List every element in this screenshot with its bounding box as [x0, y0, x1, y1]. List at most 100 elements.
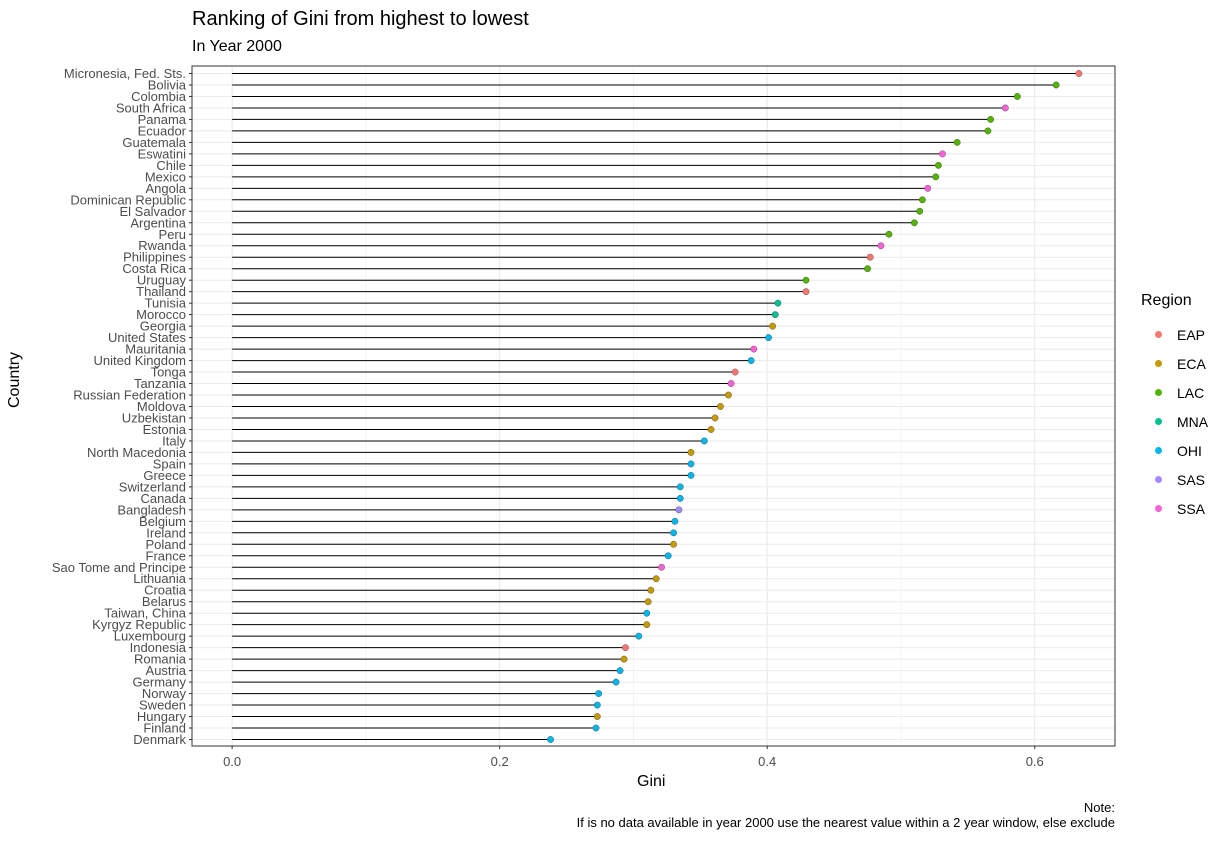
legend-key: [1155, 476, 1162, 483]
point: [924, 184, 932, 192]
point: [658, 563, 665, 571]
point: [747, 357, 755, 364]
point: [1013, 93, 1021, 100]
legend-item: LAC: [1141, 378, 1208, 407]
y-tick-label: Micronesia, Fed. Sts.: [64, 66, 186, 81]
point: [935, 161, 942, 169]
y-tick-label: Bolivia: [148, 77, 187, 92]
y-tick-label: Moldova: [137, 399, 187, 414]
point: [593, 713, 601, 720]
y-tick-label: Philippines: [123, 250, 186, 265]
point: [802, 288, 810, 296]
y-tick-label: Germany: [133, 675, 187, 690]
point: [612, 678, 620, 686]
y-tick-label: Thailand: [136, 284, 186, 299]
legend-item: OHI: [1141, 436, 1208, 465]
y-tick-label: North Macedonia: [87, 445, 187, 460]
point: [622, 644, 629, 652]
y-tick-label: Argentina: [130, 215, 186, 230]
point: [727, 380, 735, 387]
point: [676, 483, 684, 491]
chart-title: Ranking of Gini from highest to lowest: [192, 8, 529, 30]
point: [771, 311, 779, 319]
y-tick-label: Hungary: [137, 709, 187, 724]
point: [711, 414, 719, 422]
y-tick-label: Canada: [140, 491, 186, 506]
y-tick-label: Dominican Republic: [70, 192, 186, 207]
y-tick-label: Bangladesh: [117, 502, 186, 517]
point: [670, 529, 677, 537]
point: [687, 449, 695, 456]
point: [547, 736, 554, 743]
point: [592, 724, 600, 732]
legend: Region EAP ECA LAC MNA OHI SAS SSA: [1141, 292, 1208, 523]
y-tick-label: Denmark: [133, 732, 186, 747]
y-tick-label: Colombia: [131, 89, 187, 104]
point: [687, 471, 695, 479]
y-tick-label: Rwanda: [138, 238, 186, 253]
x-axis-label: Gini: [637, 773, 666, 790]
point: [716, 403, 724, 410]
y-tick-label: Switzerland: [119, 479, 186, 494]
legend-key: [1155, 447, 1162, 454]
chart-subtitle: In Year 2000: [192, 38, 282, 55]
legend-label: ECA: [1177, 355, 1206, 372]
note-text: If is no data available in year 2000 use…: [576, 815, 1115, 830]
point: [765, 334, 772, 342]
y-tick-label: El Salvador: [120, 204, 187, 219]
y-tick-label: Greece: [143, 468, 186, 483]
point: [885, 230, 893, 238]
y-tick-label: Eswatini: [138, 146, 187, 161]
point: [932, 173, 940, 181]
chart-note: Note: If is no data available in year 20…: [577, 800, 1115, 830]
legend-label: OHI: [1177, 442, 1202, 459]
point: [953, 138, 961, 146]
y-tick-label: Peru: [159, 227, 186, 242]
y-tick-label: Tanzania: [134, 376, 187, 391]
y-tick-label: Costa Rica: [122, 261, 186, 276]
y-tick-label: Angola: [146, 181, 187, 196]
point: [769, 322, 776, 330]
y-tick-label: Mauritania: [125, 342, 186, 357]
x-tick-label: 0.0: [223, 754, 241, 769]
legend-key: [1155, 418, 1162, 425]
point: [676, 494, 684, 502]
x-tick-label: 0.2: [491, 754, 509, 769]
y-tick-label: Indonesia: [130, 640, 187, 655]
legend-label: SAS: [1177, 471, 1206, 488]
y-tick-label: Taiwan, China: [104, 606, 186, 621]
y-tick-label: Lithuania: [133, 571, 187, 586]
point: [1052, 81, 1060, 89]
y-tick-label: Uruguay: [137, 273, 187, 288]
y-tick-label: Tunisia: [145, 296, 187, 311]
legend-items: EAP ECA LAC MNA OHI SAS SSA: [1141, 320, 1208, 523]
legend-label: SSA: [1177, 500, 1206, 517]
y-tick-label: Italy: [162, 433, 186, 448]
y-tick-label: Finland: [143, 721, 186, 736]
point: [984, 127, 992, 135]
point: [939, 150, 946, 158]
legend-label: LAC: [1177, 384, 1205, 401]
point: [774, 299, 782, 307]
point: [620, 655, 628, 663]
point: [750, 345, 758, 353]
point: [643, 621, 651, 629]
y-tick-label: Spain: [153, 456, 186, 471]
y-tick-label: Sweden: [139, 698, 186, 713]
x-tick-label: 0.4: [758, 754, 776, 769]
point: [671, 517, 679, 525]
legend-key: [1155, 505, 1162, 512]
point: [731, 368, 739, 376]
y-tick-label: South Africa: [116, 100, 187, 115]
point: [687, 460, 695, 468]
y-tick-label: Ireland: [146, 525, 186, 540]
legend-item: SSA: [1141, 494, 1208, 523]
x-tick-label: 0.6: [1026, 754, 1044, 769]
y-tick-label: Mexico: [145, 169, 186, 184]
legend-label: EAP: [1177, 326, 1206, 343]
legend-item: ECA: [1141, 349, 1208, 378]
y-tick-label: Croatia: [144, 583, 187, 598]
legend-label: MNA: [1177, 413, 1209, 430]
point: [916, 207, 924, 215]
